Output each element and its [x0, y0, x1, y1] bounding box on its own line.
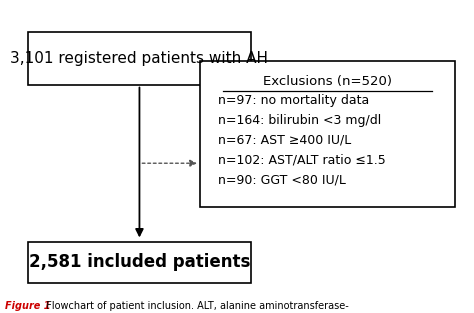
Text: Flowchart of patient inclusion. ALT, alanine aminotransferase-: Flowchart of patient inclusion. ALT, ala… — [40, 301, 349, 311]
Text: 3,101 registered patients with AH: 3,101 registered patients with AH — [10, 51, 268, 66]
Text: n=164: bilirubin <3 mg/dl: n=164: bilirubin <3 mg/dl — [219, 114, 382, 127]
FancyBboxPatch shape — [28, 32, 251, 85]
Text: n=97: no mortality data: n=97: no mortality data — [219, 94, 370, 107]
Text: Exclusions (n=520): Exclusions (n=520) — [263, 75, 392, 88]
Text: n=67: AST ≥400 IU/L: n=67: AST ≥400 IU/L — [219, 134, 352, 147]
Text: Figure 1: Figure 1 — [5, 301, 50, 311]
Text: n=90: GGT <80 IU/L: n=90: GGT <80 IU/L — [219, 173, 346, 186]
Text: n=102: AST/ALT ratio ≤1.5: n=102: AST/ALT ratio ≤1.5 — [219, 154, 386, 167]
FancyBboxPatch shape — [200, 61, 456, 207]
FancyBboxPatch shape — [28, 242, 251, 283]
Text: 2,581 included patients: 2,581 included patients — [29, 253, 250, 271]
